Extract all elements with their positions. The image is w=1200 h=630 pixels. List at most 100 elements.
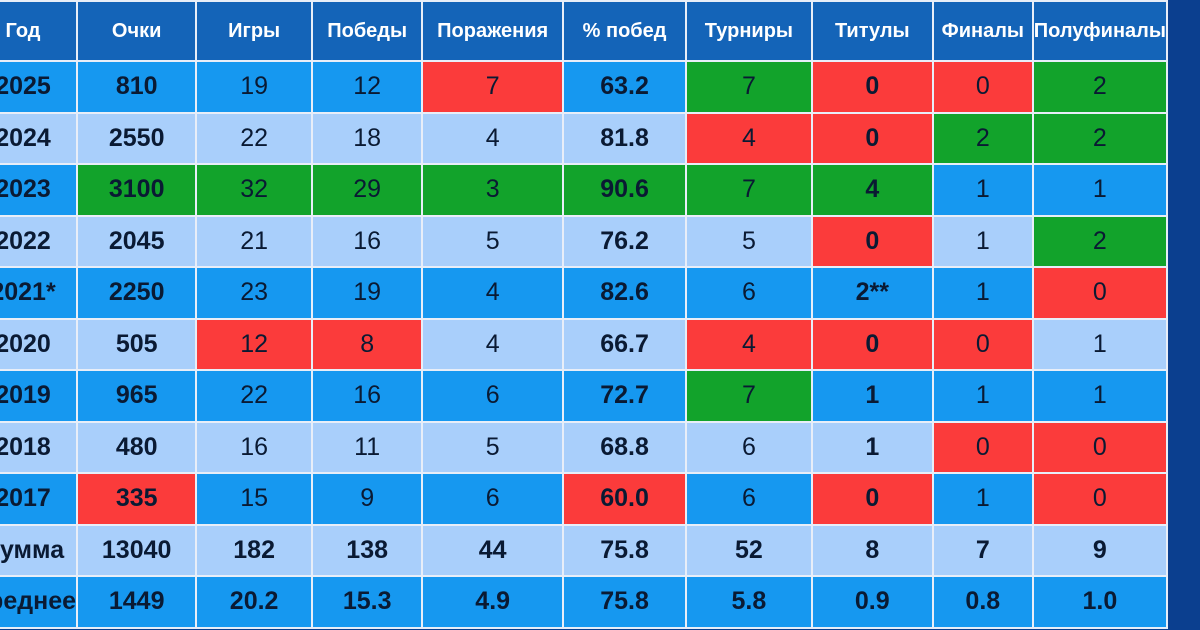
cell-titles: 0 bbox=[810, 111, 934, 165]
cell-games: 21 bbox=[195, 214, 313, 268]
table-row: 2024 2550 22 18 4 81.8 4 0 2 2 bbox=[0, 111, 1169, 165]
cell-year: 2019 bbox=[0, 369, 79, 423]
cell-points: 480 bbox=[76, 420, 198, 474]
cell-win-percent: 72.7 bbox=[562, 369, 688, 423]
cell-games: 22 bbox=[195, 111, 313, 165]
cell-finals: 1 bbox=[931, 266, 1034, 320]
cell-finals: 1 bbox=[931, 163, 1034, 217]
cell-titles: 0.9 bbox=[810, 575, 934, 629]
cell-semifinals: 1 bbox=[1031, 317, 1169, 371]
cell-year: 2022 bbox=[0, 214, 79, 268]
cell-titles: 1 bbox=[810, 420, 934, 474]
cell-finals: 0 bbox=[931, 420, 1034, 474]
cell-semifinals: 1 bbox=[1031, 369, 1169, 423]
cell-tournaments: 52 bbox=[685, 523, 813, 577]
cell-games: 19 bbox=[195, 60, 313, 114]
cell-win-percent: 75.8 bbox=[562, 523, 688, 577]
cell-tournaments: 6 bbox=[685, 472, 813, 526]
cell-year: 2025 bbox=[0, 60, 79, 114]
table-row: 2017 335 15 9 6 60.0 6 0 1 0 bbox=[0, 472, 1169, 526]
cell-tournaments: 4 bbox=[685, 317, 813, 371]
col-header-games: Игры bbox=[195, 0, 313, 62]
cell-wins: 29 bbox=[310, 163, 424, 217]
col-header-win-percent: % побед bbox=[562, 0, 688, 62]
cell-win-percent: 82.6 bbox=[562, 266, 688, 320]
cell-games: 23 bbox=[195, 266, 313, 320]
cell-year: 2018 bbox=[0, 420, 79, 474]
cell-win-percent: 66.7 bbox=[562, 317, 688, 371]
table-row: 2025 810 19 12 7 63.2 7 0 0 2 bbox=[0, 60, 1169, 114]
cell-tournaments: 7 bbox=[685, 369, 813, 423]
cell-points: 2045 bbox=[76, 214, 198, 268]
cell-win-percent: 75.8 bbox=[562, 575, 688, 629]
cell-losses: 4 bbox=[421, 266, 565, 320]
cell-losses: 4.9 bbox=[421, 575, 565, 629]
cell-losses: 6 bbox=[421, 472, 565, 526]
cell-points: 2550 bbox=[76, 111, 198, 165]
cell-finals: 0 bbox=[931, 317, 1034, 371]
table-row: 2018 480 16 11 5 68.8 6 1 0 0 bbox=[0, 420, 1169, 474]
cell-games: 32 bbox=[195, 163, 313, 217]
cell-tournaments: 6 bbox=[685, 266, 813, 320]
cell-losses: 5 bbox=[421, 420, 565, 474]
totals-row-average: Среднее 1449 20.2 15.3 4.9 75.8 5.8 0.9 … bbox=[0, 575, 1169, 629]
cell-losses: 4 bbox=[421, 111, 565, 165]
cell-tournaments: 4 bbox=[685, 111, 813, 165]
cell-games: 12 bbox=[195, 317, 313, 371]
cell-year: 2017 bbox=[0, 472, 79, 526]
header-row: Год Очки Игры Победы Поражения % побед Т… bbox=[0, 0, 1169, 62]
cell-wins: 8 bbox=[310, 317, 424, 371]
cell-titles: 4 bbox=[810, 163, 934, 217]
cell-titles: 0 bbox=[810, 472, 934, 526]
cell-losses: 7 bbox=[421, 60, 565, 114]
cell-year: Сумма bbox=[0, 523, 79, 577]
cell-points: 335 bbox=[76, 472, 198, 526]
cell-finals: 1 bbox=[931, 472, 1034, 526]
cell-semifinals: 0 bbox=[1031, 472, 1169, 526]
cell-points: 3100 bbox=[76, 163, 198, 217]
col-header-semifinals: Полуфиналы bbox=[1031, 0, 1169, 62]
cell-games: 22 bbox=[195, 369, 313, 423]
cell-losses: 3 bbox=[421, 163, 565, 217]
cell-tournaments: 7 bbox=[685, 163, 813, 217]
cell-games: 15 bbox=[195, 472, 313, 526]
cell-titles: 8 bbox=[810, 523, 934, 577]
cell-wins: 9 bbox=[310, 472, 424, 526]
cell-finals: 1 bbox=[931, 214, 1034, 268]
cell-year: Среднее bbox=[0, 575, 79, 629]
cell-tournaments: 6 bbox=[685, 420, 813, 474]
cell-year: 2023 bbox=[0, 163, 79, 217]
cell-points: 965 bbox=[76, 369, 198, 423]
cell-titles: 0 bbox=[810, 60, 934, 114]
cell-semifinals: 0 bbox=[1031, 420, 1169, 474]
cell-wins: 16 bbox=[310, 369, 424, 423]
cell-points: 810 bbox=[76, 60, 198, 114]
cell-win-percent: 90.6 bbox=[562, 163, 688, 217]
cell-titles: 0 bbox=[810, 317, 934, 371]
cell-win-percent: 60.0 bbox=[562, 472, 688, 526]
cell-wins: 19 bbox=[310, 266, 424, 320]
col-header-finals: Финалы bbox=[931, 0, 1034, 62]
cell-wins: 16 bbox=[310, 214, 424, 268]
cell-semifinals: 1 bbox=[1031, 163, 1169, 217]
col-header-year: Год bbox=[0, 0, 79, 62]
col-header-losses: Поражения bbox=[421, 0, 565, 62]
cell-points: 2250 bbox=[76, 266, 198, 320]
stats-table: Год Очки Игры Победы Поражения % побед Т… bbox=[0, 0, 1169, 629]
table-row: 2019 965 22 16 6 72.7 7 1 1 1 bbox=[0, 369, 1169, 423]
cell-tournaments: 5.8 bbox=[685, 575, 813, 629]
table-row: 2022 2045 21 16 5 76.2 5 0 1 2 bbox=[0, 214, 1169, 268]
cell-points: 1449 bbox=[76, 575, 198, 629]
cell-points: 505 bbox=[76, 317, 198, 371]
cell-tournaments: 7 bbox=[685, 60, 813, 114]
cell-win-percent: 68.8 bbox=[562, 420, 688, 474]
cell-finals: 7 bbox=[931, 523, 1034, 577]
cell-semifinals: 2 bbox=[1031, 214, 1169, 268]
cell-wins: 18 bbox=[310, 111, 424, 165]
cell-titles: 0 bbox=[810, 214, 934, 268]
cell-year: 2024 bbox=[0, 111, 79, 165]
cell-games: 182 bbox=[195, 523, 313, 577]
